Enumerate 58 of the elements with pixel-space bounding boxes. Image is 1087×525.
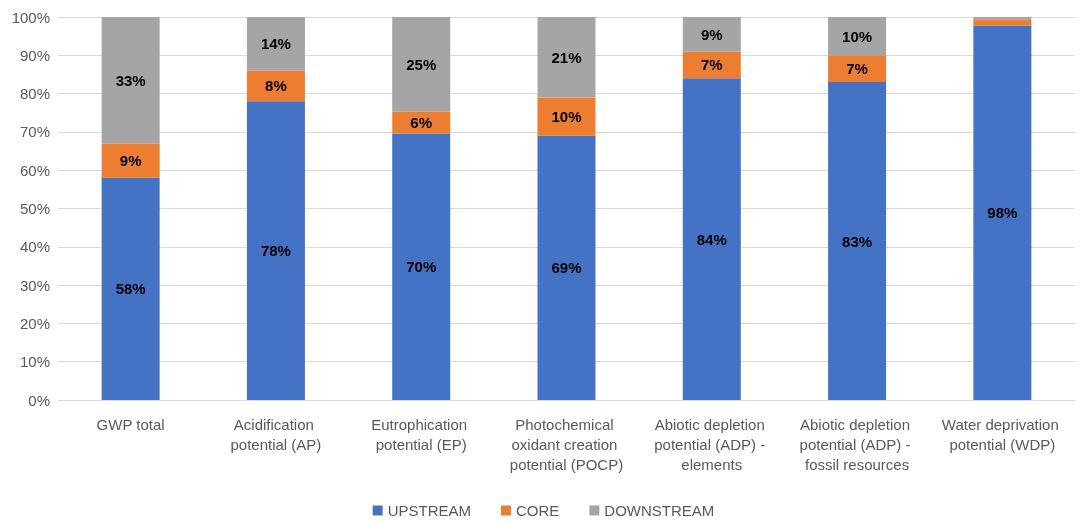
y-tick-label: 50% bbox=[19, 200, 50, 217]
data-label: 14% bbox=[260, 35, 291, 53]
x-tick-label: GWP total bbox=[96, 415, 165, 433]
y-tick-label: 20% bbox=[19, 314, 50, 332]
bar bbox=[101, 17, 160, 144]
data-label: 58% bbox=[115, 280, 146, 298]
data-label: 9% bbox=[119, 152, 142, 170]
y-tick-label: 10% bbox=[19, 353, 50, 371]
data-label: 7% bbox=[846, 60, 868, 78]
x-tick-label: Water deprivation potential (WDP) bbox=[941, 415, 1063, 453]
bar bbox=[537, 97, 596, 136]
x-tick-label: Abiotic depletion potential (ADP) - fossil resources bbox=[799, 415, 915, 473]
y-tick-label: 60% bbox=[19, 161, 50, 179]
bar bbox=[828, 82, 887, 400]
y-tick-label: 70% bbox=[19, 123, 50, 141]
bar bbox=[682, 17, 741, 52]
y-tick-label: 100% bbox=[11, 8, 50, 26]
bar bbox=[392, 17, 451, 112]
data-label: 78% bbox=[260, 242, 291, 260]
data-label: 10% bbox=[842, 27, 873, 45]
bar bbox=[537, 135, 596, 400]
bar bbox=[828, 55, 887, 83]
bar bbox=[682, 51, 741, 79]
data-label: 10% bbox=[551, 108, 582, 126]
y-tick-label: 90% bbox=[19, 46, 50, 64]
data-label: 9% bbox=[700, 25, 723, 43]
data-label: 6% bbox=[410, 114, 433, 132]
x-tick-label: Eutrophication potential (EP) bbox=[371, 415, 472, 453]
bar bbox=[246, 17, 305, 71]
bar bbox=[246, 101, 305, 400]
data-label: 98% bbox=[987, 204, 1018, 222]
data-label: 83% bbox=[842, 232, 873, 250]
data-label: 69% bbox=[551, 259, 582, 277]
legend-label: CORE bbox=[516, 502, 560, 519]
bar bbox=[392, 133, 451, 400]
y-tick-label: 40% bbox=[19, 238, 50, 256]
bar bbox=[973, 25, 1032, 400]
bar bbox=[101, 177, 160, 400]
data-label: 70% bbox=[406, 258, 437, 276]
data-label: 33% bbox=[115, 71, 146, 89]
y-tick-label: 0% bbox=[28, 391, 50, 409]
x-tick-label: Acidification potential (AP) bbox=[230, 415, 322, 453]
data-label: 84% bbox=[696, 230, 727, 248]
bar bbox=[537, 17, 596, 98]
bar bbox=[682, 78, 741, 400]
data-label: 8% bbox=[265, 77, 287, 95]
bar bbox=[828, 17, 887, 56]
legend-label: DOWNSTREAM bbox=[604, 502, 715, 519]
x-tick-label: Abiotic depletion potential (ADP) - elements bbox=[654, 415, 770, 473]
data-label: 21% bbox=[551, 48, 582, 66]
legend-label: UPSTREAM bbox=[387, 502, 472, 519]
bar bbox=[101, 143, 160, 178]
x-tick-label: Photochemical oxidant creation potential (POCP) bbox=[509, 415, 624, 473]
y-tick-label: 30% bbox=[19, 276, 50, 294]
data-label: 25% bbox=[406, 55, 437, 73]
bar bbox=[973, 19, 1032, 26]
y-tick-label: 80% bbox=[19, 85, 50, 103]
data-label: 7% bbox=[700, 56, 723, 74]
